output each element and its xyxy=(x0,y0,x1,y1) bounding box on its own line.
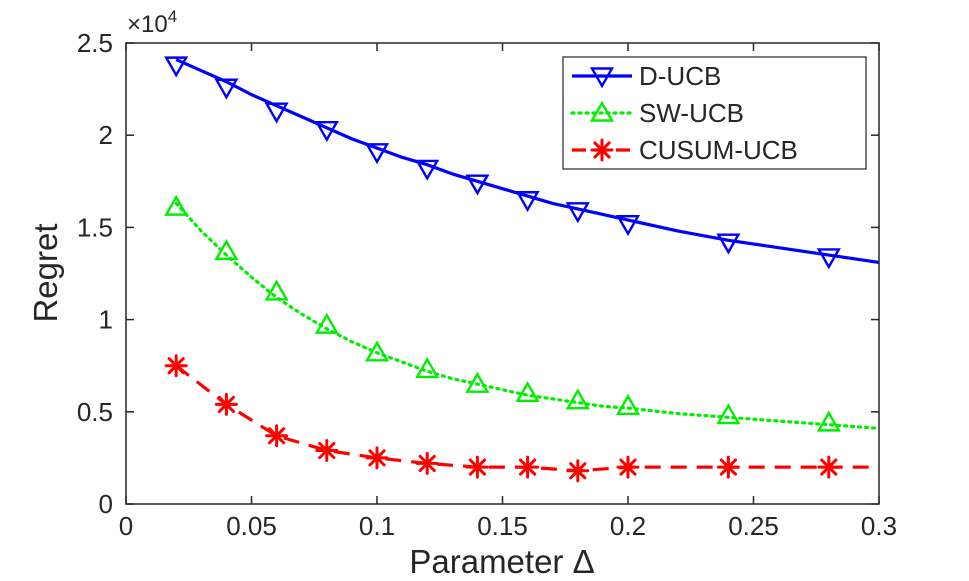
legend-label-d-ucb: D-UCB xyxy=(639,61,721,91)
series-line-sw-ucb xyxy=(174,201,881,430)
legend-marker-sw-ucb xyxy=(589,100,615,122)
data-point-sw-ucb xyxy=(164,194,189,216)
x-tick-label: 0.05 xyxy=(226,511,277,541)
series-markers xyxy=(164,56,841,483)
x-axis-label: Parameter Δ xyxy=(409,543,594,580)
y-tick-label: 0.5 xyxy=(77,397,113,427)
x-tick-label: 0.1 xyxy=(359,511,395,541)
data-point-sw-ucb xyxy=(465,371,490,393)
x-tick-label: 0.2 xyxy=(610,511,646,541)
data-point-cusum-ucb xyxy=(817,455,841,479)
data-point-sw-ucb xyxy=(565,388,590,410)
data-point-d-ucb xyxy=(164,56,189,78)
data-point-d-ucb xyxy=(615,215,641,237)
y-axis-exponent: ×104 xyxy=(127,7,177,38)
data-point-d-ucb xyxy=(415,159,440,181)
data-point-d-ucb xyxy=(314,120,339,143)
data-point-sw-ucb xyxy=(515,380,540,403)
data-point-cusum-ucb xyxy=(365,446,389,470)
data-point-cusum-ucb xyxy=(164,354,188,378)
data-point-sw-ucb xyxy=(716,403,741,425)
data-point-cusum-ucb xyxy=(566,459,590,483)
data-point-d-ucb xyxy=(515,191,540,213)
y-axis-exponent-base: ×10 xyxy=(127,11,168,38)
y-axis-ticks: 0 0.5 1 1.5 2 2.5 xyxy=(77,28,879,519)
legend-label-sw-ucb: SW-UCB xyxy=(639,98,744,128)
data-point-d-ucb xyxy=(816,248,841,270)
data-point-sw-ucb xyxy=(615,393,641,415)
data-point-cusum-ucb xyxy=(716,455,740,479)
y-tick-label: 2.5 xyxy=(77,28,113,58)
y-tick-label: 1.5 xyxy=(77,212,113,242)
data-point-cusum-ucb xyxy=(415,451,439,475)
x-axis-ticks: 0 0.05 0.1 0.15 0.2 0.25 0.3 xyxy=(119,43,897,541)
x-tick-label: 0.3 xyxy=(861,511,897,541)
data-point-sw-ucb xyxy=(415,356,440,379)
y-axis-label: Regret xyxy=(27,223,64,322)
data-point-cusum-ucb xyxy=(265,424,289,448)
legend-marker-d-ucb xyxy=(589,67,615,89)
data-point-sw-ucb xyxy=(264,279,289,301)
data-point-sw-ucb xyxy=(364,340,390,362)
data-point-d-ucb xyxy=(565,202,590,224)
legend-marker-cusum-ucb xyxy=(590,138,614,162)
data-point-sw-ucb xyxy=(314,312,339,334)
y-tick-label: 2 xyxy=(99,120,113,150)
data-point-cusum-ucb xyxy=(616,455,640,479)
data-point-cusum-ucb xyxy=(516,455,540,479)
data-point-d-ucb xyxy=(465,174,490,196)
data-point-d-ucb xyxy=(264,102,289,124)
y-tick-label: 1 xyxy=(99,305,113,335)
data-point-cusum-ucb xyxy=(465,455,489,479)
data-point-d-ucb xyxy=(214,78,239,100)
legend: D-UCB SW-UCB CUSUM-UCB xyxy=(562,56,867,170)
data-point-d-ucb xyxy=(364,143,390,165)
data-point-sw-ucb xyxy=(816,410,841,432)
data-point-d-ucb xyxy=(716,233,741,255)
data-point-sw-ucb xyxy=(214,238,239,261)
x-tick-label: 0.25 xyxy=(728,511,779,541)
y-tick-label: 0 xyxy=(99,489,113,519)
legend-label-cusum-ucb: CUSUM-UCB xyxy=(639,135,798,165)
x-tick-label: 0 xyxy=(119,511,133,541)
x-tick-label: 0.15 xyxy=(477,511,528,541)
data-point-cusum-ucb xyxy=(315,439,339,463)
data-point-cusum-ucb xyxy=(214,392,238,416)
y-axis-exponent-power: 4 xyxy=(168,7,177,26)
